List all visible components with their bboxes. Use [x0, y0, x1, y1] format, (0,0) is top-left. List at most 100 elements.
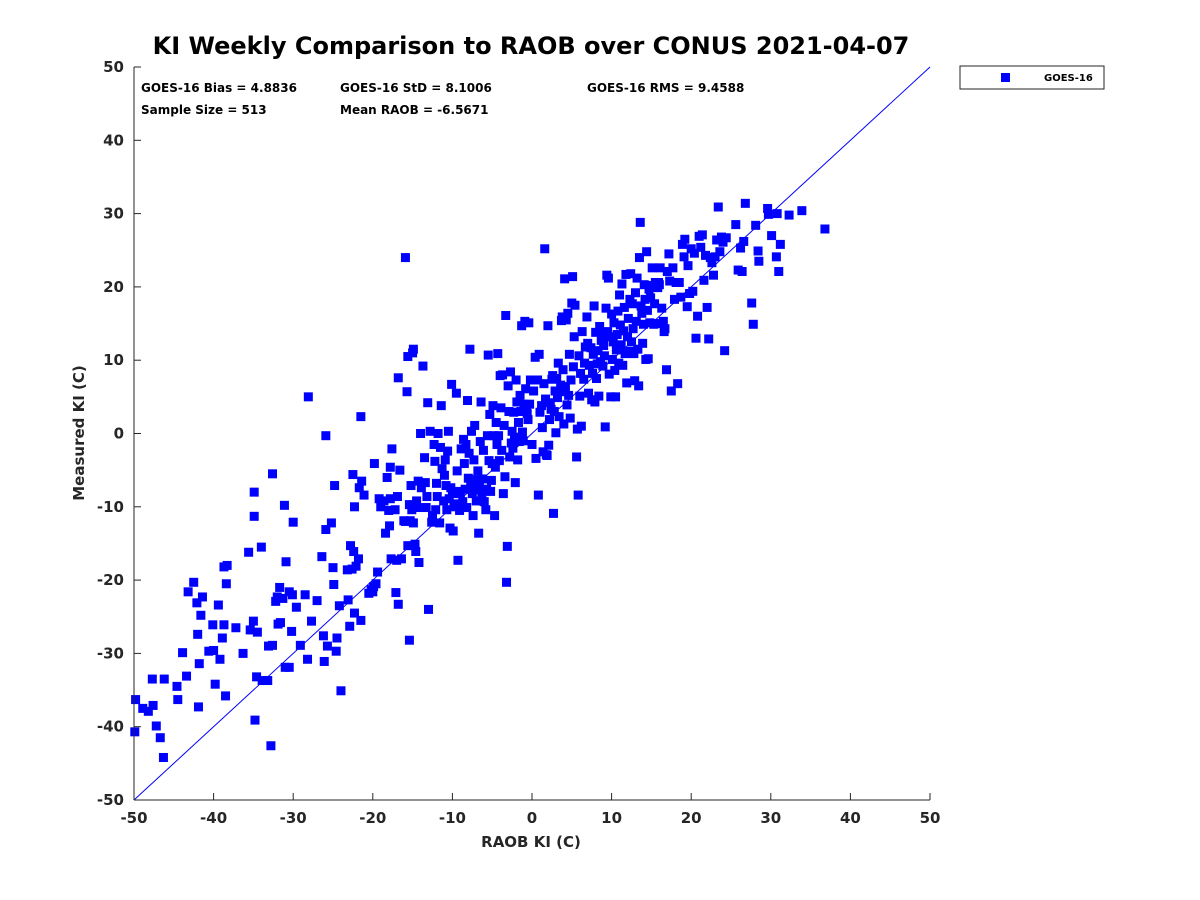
data-point: [452, 466, 462, 476]
data-point: [664, 249, 674, 259]
data-point: [462, 503, 472, 513]
data-point: [317, 552, 327, 562]
legend-box: [959, 65, 1105, 90]
data-point: [590, 397, 600, 407]
data-point: [406, 481, 416, 491]
data-point: [611, 392, 621, 402]
x-axis-label: RAOB KI (C): [481, 833, 581, 851]
data-point: [194, 659, 204, 669]
y-tick-label: 20: [103, 278, 124, 296]
data-point: [541, 394, 551, 404]
data-point: [369, 459, 379, 469]
data-point: [490, 511, 500, 521]
data-point: [704, 334, 714, 344]
data-point: [465, 344, 475, 354]
data-point: [450, 499, 460, 509]
data-point: [797, 206, 807, 216]
data-point: [474, 483, 484, 493]
x-tick-label: -50: [120, 809, 147, 827]
data-point: [573, 490, 583, 500]
data-point: [266, 741, 276, 751]
data-point: [568, 272, 578, 282]
data-point: [598, 361, 608, 371]
data-point: [609, 318, 619, 328]
data-point: [626, 269, 636, 279]
data-point: [555, 387, 565, 397]
data-point: [572, 452, 582, 462]
data-point: [402, 387, 412, 397]
data-point: [820, 224, 830, 234]
legend: GOES-16: [959, 65, 1105, 90]
data-point: [197, 592, 207, 602]
data-point: [655, 263, 665, 273]
data-point: [601, 303, 611, 313]
data-point: [662, 365, 672, 375]
data-point: [217, 633, 227, 643]
data-point: [182, 671, 192, 681]
data-point: [721, 233, 731, 243]
data-point: [518, 436, 528, 446]
data-point: [407, 505, 417, 515]
data-point: [591, 327, 601, 337]
data-point: [654, 280, 664, 290]
data-point: [479, 497, 489, 507]
data-point: [373, 567, 383, 577]
data-point: [172, 681, 182, 691]
data-point: [533, 375, 543, 385]
data-point: [482, 431, 492, 441]
data-point: [502, 541, 512, 551]
data-point: [576, 368, 586, 378]
data-point: [193, 629, 203, 639]
data-point: [774, 267, 784, 277]
data-point: [710, 252, 720, 262]
data-point: [159, 674, 169, 684]
data-point: [321, 525, 331, 535]
data-point: [275, 582, 285, 592]
data-point: [519, 399, 529, 409]
data-point: [720, 346, 730, 356]
data-point: [192, 598, 202, 608]
data-point: [433, 429, 443, 438]
data-point: [611, 345, 621, 355]
data-point: [713, 202, 723, 212]
data-point: [348, 470, 358, 480]
data-point: [591, 374, 601, 384]
data-point: [322, 641, 332, 651]
data-point: [767, 231, 777, 241]
data-point: [652, 319, 662, 329]
data-point: [248, 616, 258, 626]
data-point: [589, 301, 599, 311]
data-point: [586, 343, 596, 353]
data-point: [250, 715, 260, 725]
data-point: [715, 247, 725, 257]
data-point: [189, 577, 199, 587]
data-point: [421, 503, 431, 513]
data-point: [560, 274, 570, 284]
data-point: [564, 390, 574, 400]
data-point: [173, 695, 183, 705]
data-point: [436, 401, 446, 411]
data-point: [456, 444, 466, 454]
data-point: [513, 455, 523, 465]
data-point: [565, 413, 575, 423]
data-point: [574, 351, 584, 361]
data-point: [284, 662, 294, 672]
data-point: [326, 518, 336, 528]
data-point: [660, 324, 670, 334]
data-point: [540, 244, 550, 254]
data-point: [775, 239, 785, 249]
data-point: [443, 446, 453, 456]
data-point: [357, 476, 367, 486]
data-point: [668, 263, 678, 273]
data-point: [334, 601, 344, 611]
data-point: [453, 555, 463, 565]
y-tick-label: -10: [97, 498, 124, 516]
data-point: [535, 407, 545, 417]
data-point: [430, 456, 440, 466]
data-point: [699, 275, 709, 285]
data-point: [476, 397, 486, 407]
data-point: [552, 374, 562, 384]
data-point: [666, 386, 676, 396]
data-point: [683, 261, 693, 271]
data-point: [627, 337, 636, 347]
